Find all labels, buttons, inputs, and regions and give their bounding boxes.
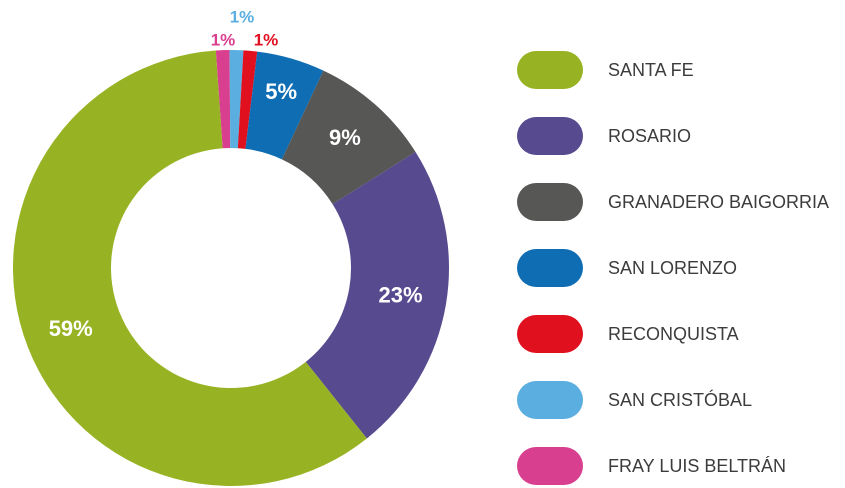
- legend-label: ROSARIO: [608, 126, 691, 146]
- legend-swatch: [517, 315, 583, 353]
- legend-swatch: [517, 447, 583, 485]
- donut-slice: [245, 51, 324, 160]
- value-label: 5%: [265, 79, 297, 104]
- legend-swatch: [517, 249, 583, 287]
- legend-label: GRANADERO BAIGORRIA: [608, 192, 829, 212]
- donut-slice: [237, 50, 258, 149]
- value-label: 9%: [329, 125, 361, 150]
- value-label: 1%: [230, 7, 255, 26]
- legend-swatch: [517, 51, 583, 89]
- legend-label: SAN CRISTÓBAL: [608, 389, 752, 410]
- legend-label: RECONQUISTA: [608, 324, 739, 344]
- donut-slice: [12, 50, 367, 487]
- value-label: 59%: [49, 316, 93, 341]
- donut-slice: [229, 49, 244, 149]
- value-label: 1%: [211, 30, 236, 49]
- legend-swatch: [517, 117, 583, 155]
- value-label: 23%: [379, 283, 423, 308]
- donut-slice: [305, 151, 450, 439]
- legend-label: SANTA FE: [608, 60, 694, 80]
- donut-slice: [215, 50, 231, 149]
- legend-swatch: [517, 183, 583, 221]
- legend-label: SAN LORENZO: [608, 258, 737, 278]
- value-label: 1%: [254, 30, 279, 49]
- legend-swatch: [517, 381, 583, 419]
- donut-slice: [281, 70, 416, 205]
- legend-label: FRAY LUIS BELTRÁN: [608, 456, 786, 476]
